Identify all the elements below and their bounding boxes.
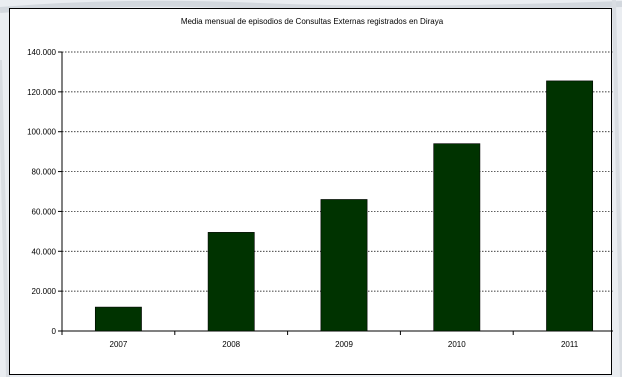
chart-title: Media mensual de episodios de Consultas …: [181, 17, 444, 26]
x-tick-label: 2008: [222, 340, 240, 349]
tick-labels: 0 20.000 40.000 60.000 80.000 100.000 120.000 1…: [27, 48, 579, 349]
bar-2010: [433, 143, 481, 332]
x-tick-label: 2010: [448, 340, 466, 349]
y-tick-label: 0: [52, 327, 57, 336]
x-tick-label: 2009: [335, 340, 353, 349]
bar-chart: Media mensual de episodios de Consultas …: [27, 17, 613, 349]
bar-2007: [94, 306, 142, 332]
bars: [94, 80, 594, 332]
x-tick-label: 2007: [110, 340, 128, 349]
y-tick-label: 60.000: [32, 207, 57, 216]
y-tick-label: 140.000: [27, 48, 56, 57]
chart-container: Media mensual de episodios de Consultas …: [9, 8, 613, 375]
y-tick-label: 100.000: [27, 128, 56, 137]
bar-2009: [320, 199, 368, 332]
bar-2011: [546, 80, 594, 332]
y-tick-label: 120.000: [27, 88, 56, 97]
y-tick-label: 20.000: [32, 287, 57, 296]
x-tick-label: 2011: [561, 340, 579, 349]
y-tick-label: 40.000: [32, 247, 57, 256]
y-tick-label: 80.000: [32, 168, 57, 177]
bar-2008: [207, 232, 255, 332]
